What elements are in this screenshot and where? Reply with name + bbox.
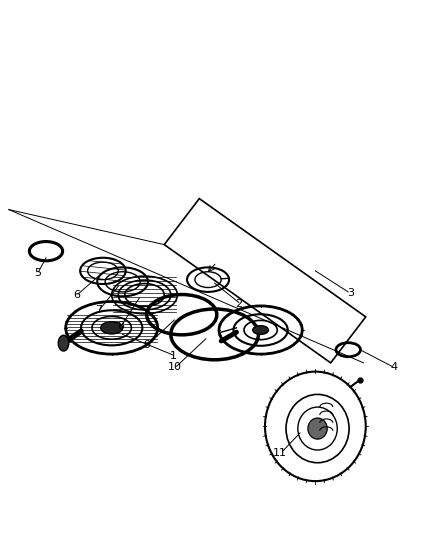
Text: 10: 10 bbox=[168, 362, 182, 372]
Ellipse shape bbox=[58, 335, 69, 351]
Text: 11: 11 bbox=[273, 448, 287, 458]
Text: 4: 4 bbox=[391, 362, 398, 372]
Text: 5: 5 bbox=[34, 268, 41, 278]
Text: 2: 2 bbox=[235, 298, 242, 309]
Text: 6: 6 bbox=[73, 290, 80, 300]
Ellipse shape bbox=[253, 326, 268, 334]
Text: 9: 9 bbox=[143, 341, 150, 350]
Text: 8: 8 bbox=[117, 321, 124, 330]
Ellipse shape bbox=[101, 322, 123, 334]
Text: 3: 3 bbox=[347, 288, 354, 298]
Ellipse shape bbox=[308, 418, 327, 439]
Text: 7: 7 bbox=[95, 305, 102, 316]
Text: 1: 1 bbox=[170, 351, 177, 361]
